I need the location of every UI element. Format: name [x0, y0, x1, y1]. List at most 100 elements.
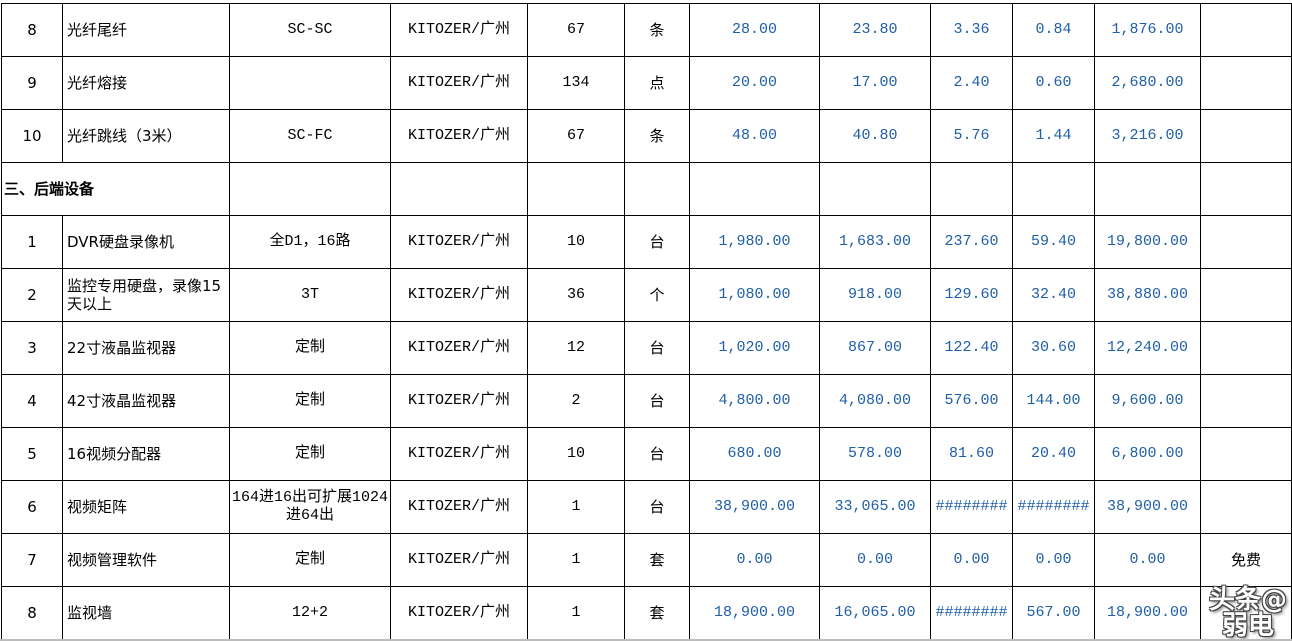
item-name-cell[interactable]: 光纤跳线（3米）: [62, 109, 230, 163]
total-price-cell[interactable]: 6,800.00: [1094, 427, 1201, 481]
item-spec-cell[interactable]: 定制: [229, 374, 391, 428]
unit-price-cell[interactable]: 38,900.00: [689, 480, 820, 534]
item-spec-cell[interactable]: 全D1，16路: [229, 215, 391, 269]
row-number-cell[interactable]: 8: [1, 3, 63, 57]
total-price-cell[interactable]: 38,880.00: [1094, 268, 1201, 322]
item-unit-cell[interactable]: 条: [624, 3, 690, 57]
row-number-cell[interactable]: 6: [1, 480, 63, 534]
item-note-cell[interactable]: [1200, 215, 1292, 269]
total-price-cell[interactable]: 9,600.00: [1094, 374, 1201, 428]
amount-4-cell[interactable]: 59.40: [1012, 215, 1095, 269]
item-spec-cell[interactable]: 定制: [229, 533, 391, 587]
item-unit-cell[interactable]: 台: [624, 427, 690, 481]
item-note-cell[interactable]: [1200, 109, 1292, 163]
discount-price-cell[interactable]: 33,065.00: [819, 480, 931, 534]
item-unit-cell[interactable]: 点: [624, 56, 690, 110]
amount-4-cell[interactable]: 32.40: [1012, 268, 1095, 322]
unit-price-cell[interactable]: 18,900.00: [689, 586, 820, 640]
item-spec-cell[interactable]: 164进16出可扩展1024进64出: [229, 480, 391, 534]
amount-3-cell[interactable]: 0.00: [930, 533, 1013, 587]
row-number-cell[interactable]: 10: [1, 109, 63, 163]
item-unit-cell[interactable]: 台: [624, 374, 690, 428]
item-quantity-cell[interactable]: 2: [527, 374, 625, 428]
discount-price-cell[interactable]: 4,080.00: [819, 374, 931, 428]
item-quantity-cell[interactable]: 12: [527, 321, 625, 375]
discount-price-cell[interactable]: 918.00: [819, 268, 931, 322]
discount-price-cell[interactable]: 578.00: [819, 427, 931, 481]
unit-price-cell[interactable]: 0.00: [689, 533, 820, 587]
item-note-cell[interactable]: [1200, 374, 1292, 428]
section-title[interactable]: 三、后端设备: [1, 162, 230, 216]
item-unit-cell[interactable]: 台: [624, 321, 690, 375]
amount-4-cell[interactable]: 0.00: [1012, 533, 1095, 587]
total-price-cell[interactable]: 18,900.00: [1094, 586, 1201, 640]
empty-cell[interactable]: [229, 162, 391, 216]
row-number-cell[interactable]: 5: [1, 427, 63, 481]
empty-cell[interactable]: [527, 162, 625, 216]
amount-3-cell[interactable]: 576.00: [930, 374, 1013, 428]
amount-3-cell[interactable]: 81.60: [930, 427, 1013, 481]
item-brand-cell[interactable]: KITOZER/广州: [390, 268, 528, 322]
amount-4-cell[interactable]: 20.40: [1012, 427, 1095, 481]
total-price-cell[interactable]: 3,216.00: [1094, 109, 1201, 163]
item-spec-cell[interactable]: 定制: [229, 427, 391, 481]
amount-4-cell[interactable]: 144.00: [1012, 374, 1095, 428]
item-quantity-cell[interactable]: 36: [527, 268, 625, 322]
item-name-cell[interactable]: 光纤熔接: [62, 56, 230, 110]
row-number-cell[interactable]: 9: [1, 56, 63, 110]
item-unit-cell[interactable]: 台: [624, 215, 690, 269]
unit-price-cell[interactable]: 680.00: [689, 427, 820, 481]
amount-3-cell[interactable]: ########: [930, 586, 1013, 640]
item-unit-cell[interactable]: 套: [624, 533, 690, 587]
item-quantity-cell[interactable]: 134: [527, 56, 625, 110]
item-name-cell[interactable]: 22寸液晶监视器: [62, 321, 230, 375]
item-brand-cell[interactable]: KITOZER/广州: [390, 374, 528, 428]
item-spec-cell[interactable]: [229, 56, 391, 110]
item-note-cell[interactable]: [1200, 56, 1292, 110]
amount-4-cell[interactable]: 567.00: [1012, 586, 1095, 640]
empty-cell[interactable]: [1012, 162, 1095, 216]
discount-price-cell[interactable]: 1,683.00: [819, 215, 931, 269]
unit-price-cell[interactable]: 28.00: [689, 3, 820, 57]
amount-3-cell[interactable]: 5.76: [930, 109, 1013, 163]
item-quantity-cell[interactable]: 10: [527, 427, 625, 481]
unit-price-cell[interactable]: 48.00: [689, 109, 820, 163]
unit-price-cell[interactable]: 1,080.00: [689, 268, 820, 322]
discount-price-cell[interactable]: 867.00: [819, 321, 931, 375]
item-note-cell[interactable]: 免费: [1200, 533, 1292, 587]
discount-price-cell[interactable]: 16,065.00: [819, 586, 931, 640]
item-brand-cell[interactable]: KITOZER/广州: [390, 215, 528, 269]
item-quantity-cell[interactable]: 1: [527, 533, 625, 587]
item-note-cell[interactable]: [1200, 480, 1292, 534]
unit-price-cell[interactable]: 4,800.00: [689, 374, 820, 428]
item-note-cell[interactable]: [1200, 427, 1292, 481]
item-brand-cell[interactable]: KITOZER/广州: [390, 427, 528, 481]
item-unit-cell[interactable]: 套: [624, 586, 690, 640]
total-price-cell[interactable]: 1,876.00: [1094, 3, 1201, 57]
item-quantity-cell[interactable]: 1: [527, 480, 625, 534]
amount-3-cell[interactable]: 237.60: [930, 215, 1013, 269]
item-brand-cell[interactable]: KITOZER/广州: [390, 480, 528, 534]
empty-cell[interactable]: [819, 162, 931, 216]
unit-price-cell[interactable]: 20.00: [689, 56, 820, 110]
item-spec-cell[interactable]: SC-SC: [229, 3, 391, 57]
row-number-cell[interactable]: 3: [1, 321, 63, 375]
row-number-cell[interactable]: 1: [1, 215, 63, 269]
item-unit-cell[interactable]: 台: [624, 480, 690, 534]
empty-cell[interactable]: [930, 162, 1013, 216]
row-number-cell[interactable]: 7: [1, 533, 63, 587]
empty-cell[interactable]: [624, 162, 690, 216]
amount-3-cell[interactable]: ########: [930, 480, 1013, 534]
empty-cell[interactable]: [1094, 162, 1201, 216]
item-brand-cell[interactable]: KITOZER/广州: [390, 56, 528, 110]
total-price-cell[interactable]: 12,240.00: [1094, 321, 1201, 375]
amount-3-cell[interactable]: 3.36: [930, 3, 1013, 57]
item-name-cell[interactable]: DVR硬盘录像机: [62, 215, 230, 269]
item-name-cell[interactable]: 视频矩阵: [62, 480, 230, 534]
item-unit-cell[interactable]: 条: [624, 109, 690, 163]
item-brand-cell[interactable]: KITOZER/广州: [390, 533, 528, 587]
amount-4-cell[interactable]: 0.60: [1012, 56, 1095, 110]
item-note-cell[interactable]: [1200, 3, 1292, 57]
item-name-cell[interactable]: 监视墙: [62, 586, 230, 640]
amount-4-cell[interactable]: 1.44: [1012, 109, 1095, 163]
